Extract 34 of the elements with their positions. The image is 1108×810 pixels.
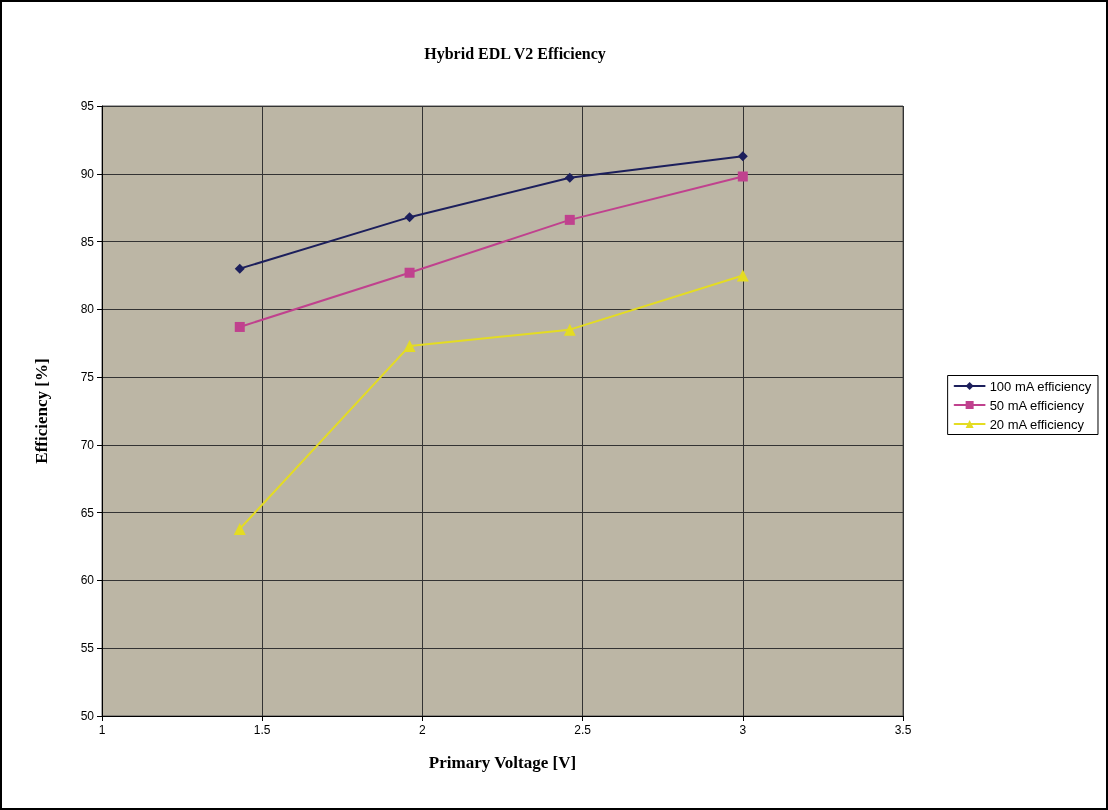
- point: [404, 267, 415, 278]
- y-tick-label: 70: [80, 437, 95, 452]
- x-tick-label: 1: [98, 723, 106, 737]
- y-tick-label: 60: [80, 573, 95, 588]
- point: [403, 339, 416, 352]
- point: [234, 321, 245, 332]
- y-tick-label: 80: [80, 302, 95, 317]
- point: [563, 323, 576, 336]
- legend-label: 100 mA efficiency: [989, 378, 1092, 394]
- chart-title: Hybrid EDL V2 Efficiency: [424, 44, 606, 63]
- point: [737, 171, 748, 182]
- x-tick-label: 2: [419, 723, 427, 737]
- x-axis-title: Primary Voltage [V]: [428, 753, 577, 772]
- x-tick-label: 3: [739, 723, 747, 737]
- point: [404, 212, 415, 223]
- y-tick-label: 95: [80, 99, 95, 113]
- point: [234, 263, 245, 274]
- point: [233, 522, 246, 535]
- y-axis-title: Efficiency [%]: [32, 358, 51, 464]
- x-tick-label: 1.5: [253, 723, 271, 737]
- point: [737, 151, 748, 162]
- y-tick-label: 85: [80, 234, 95, 249]
- legend-label: 20 mA efficiency: [989, 416, 1085, 432]
- x-tick-label: 3.5: [894, 723, 912, 737]
- y-tick-label: 90: [80, 166, 95, 181]
- y-tick-label: 75: [80, 370, 95, 385]
- y-tick-label: 50: [80, 709, 95, 723]
- y-tick-label: 65: [80, 505, 95, 520]
- x-tick-label: 2.5: [574, 723, 592, 737]
- point: [564, 172, 575, 183]
- legend-label: 50 mA efficiency: [989, 397, 1085, 413]
- y-tick-label: 55: [80, 641, 95, 656]
- point: [564, 214, 575, 225]
- point: [736, 269, 749, 282]
